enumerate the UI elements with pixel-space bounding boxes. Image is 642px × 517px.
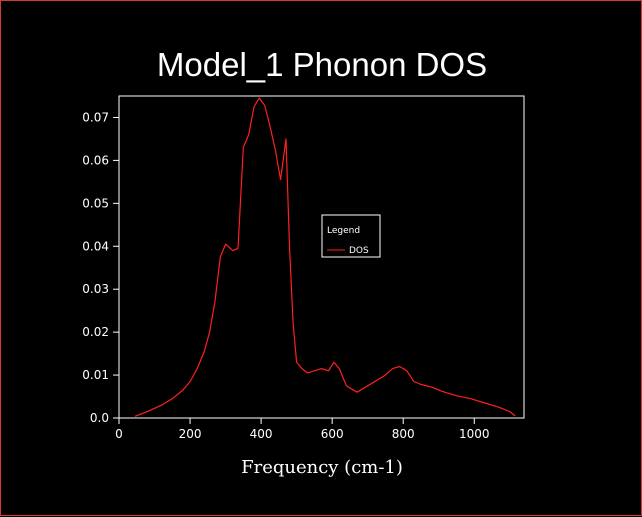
x-tick-label: 600 [321, 427, 344, 441]
y-tick-label: 0.0 [90, 411, 109, 425]
legend-title: Legend [327, 226, 360, 236]
legend: Legend DOS [321, 214, 381, 258]
y-axis: 0.0 0.01 0.02 0.03 0.04 0.05 0.06 0.07 [82, 110, 119, 425]
legend-box [321, 214, 381, 258]
chart-title: Model_1 Phonon DOS [157, 46, 487, 83]
y-tick-label: 0.06 [82, 153, 109, 167]
series-layer [134, 97, 516, 417]
y-tick-label: 0.01 [82, 368, 109, 382]
x-tick-label: 400 [250, 427, 273, 441]
x-axis-label: Frequency (cm-1) [241, 457, 403, 478]
x-tick-label: 1000 [459, 427, 490, 441]
series-line-dos [134, 97, 516, 417]
y-tick-label: 0.04 [82, 239, 109, 253]
x-tick-label: 200 [179, 427, 202, 441]
y-tick-label: 0.07 [82, 110, 109, 124]
plot-area-frame [118, 95, 525, 419]
legend-entry-dos: DOS [349, 246, 369, 256]
y-tick-label: 0.05 [82, 196, 109, 210]
y-tick-label: 0.02 [82, 325, 109, 339]
x-axis: 0 200 400 600 800 1000 [115, 418, 490, 441]
y-tick-label: 0.03 [82, 282, 109, 296]
x-tick-label: 800 [392, 427, 415, 441]
x-tick-label: 0 [115, 427, 123, 441]
